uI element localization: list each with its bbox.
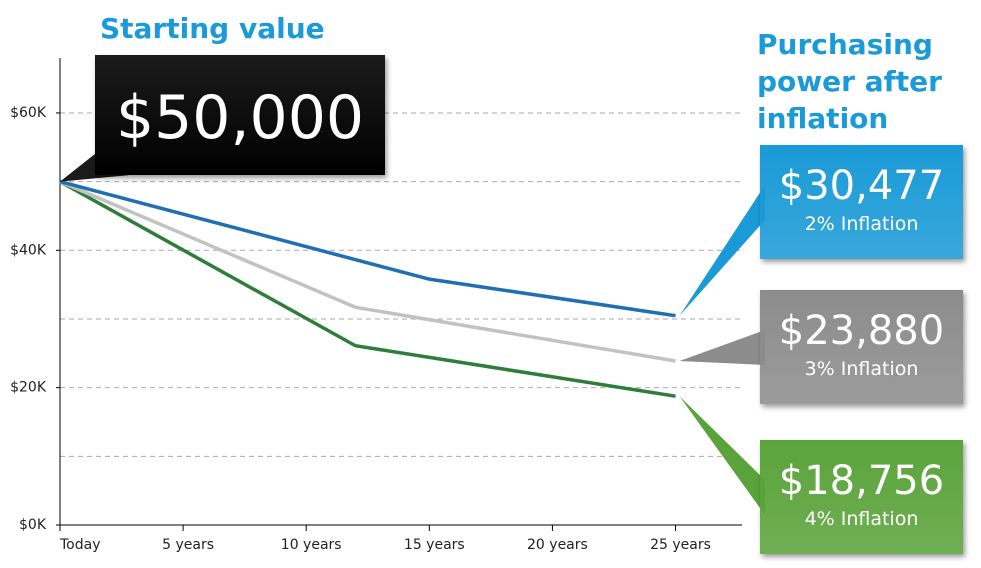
callout-value: $18,756 [778,458,945,504]
callout: $18,756 4% Inflation [760,440,963,554]
callout-value: $23,880 [778,308,945,354]
callout-pointer [679,330,765,365]
x-tick-label: 5 years [162,537,214,553]
y-tick-label: $20K [10,380,47,396]
y-tick-label: $60K [10,105,47,121]
series-line [59,180,676,398]
callout-name: 2% Inflation [804,213,919,235]
x-tick-label: 20 years [527,537,588,553]
start-callout: $50,000 [95,55,385,175]
callout-name: 4% Inflation [804,508,919,530]
start-value: $50,000 [115,83,365,153]
y-tick-label: $40K [10,242,47,258]
callout: $30,477 2% Inflation [760,145,963,259]
x-tick-label: 10 years [281,537,342,553]
callout-pointer [679,185,765,316]
callout: $23,880 3% Inflation [760,290,963,404]
series-line [59,179,676,318]
x-tick-label: 15 years [404,537,465,553]
callout-name: 3% Inflation [804,358,919,380]
callout-pointer [679,396,765,515]
x-tick-label: 25 years [650,537,711,553]
y-tick-label: $0K [19,517,47,533]
x-tick-label: Today [59,537,101,553]
series-line [59,180,676,363]
end-title: Purchasing power after inflation [757,28,942,135]
start-title: Starting value [100,12,325,45]
callout-value: $30,477 [778,163,945,209]
